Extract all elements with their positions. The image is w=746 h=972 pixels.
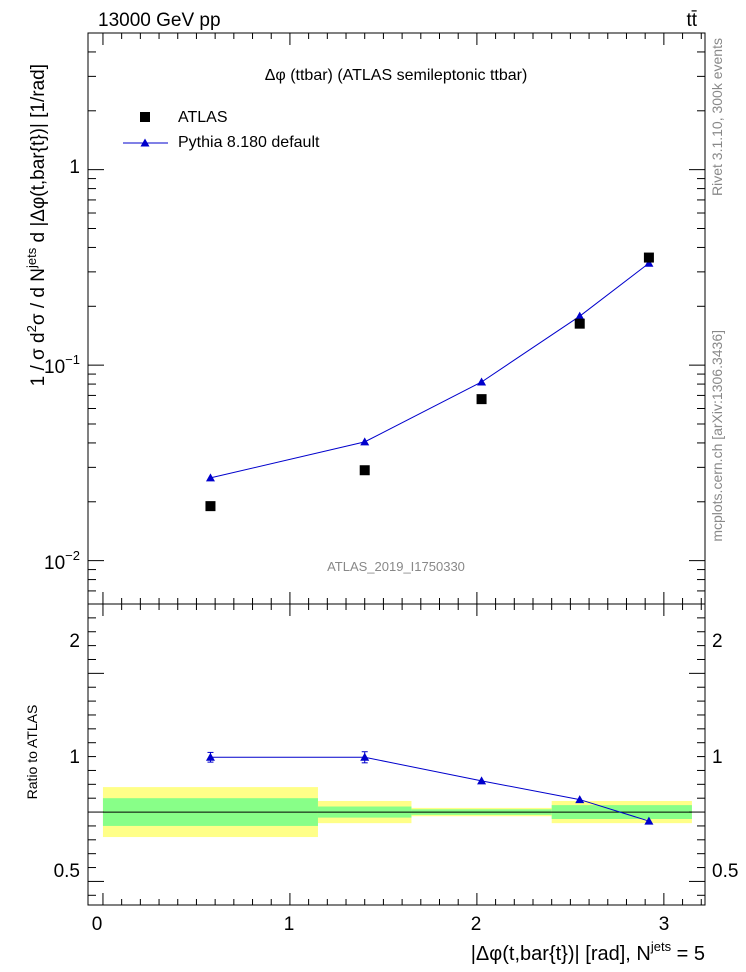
pythia-point bbox=[205, 473, 215, 482]
pythia-point bbox=[477, 377, 487, 386]
ratio-pythia-point bbox=[575, 795, 585, 804]
ratio-ytick-label-left-0.5: 0.5 bbox=[54, 861, 80, 882]
main-axis-ticks bbox=[88, 32, 705, 605]
ratio-ytick-label-left-2: 2 bbox=[69, 631, 80, 652]
atlas-point bbox=[643, 252, 654, 263]
ratio-ytick-label-right-2: 2 bbox=[712, 631, 723, 652]
legend-atlas-marker bbox=[140, 112, 150, 122]
ratio-bands bbox=[102, 787, 692, 838]
xtick-label-3: 3 bbox=[659, 914, 670, 935]
header-right: tt̄ bbox=[686, 10, 697, 31]
ratio-ytick-label-right-1: 1 bbox=[712, 747, 723, 768]
ratio-panel: Ratio to ATLAS 2 1 0.5 2 1 0.5 0 1 2 3 |… bbox=[24, 603, 738, 965]
plot-title: Δφ (ttbar) (ATLAS semileptonic ttbar) bbox=[265, 67, 528, 84]
legend-atlas-label: ATLAS bbox=[178, 109, 228, 126]
x-axis-label: |Δφ(t,bar{t})| [rad], Njets = 5 bbox=[471, 939, 705, 965]
pythia-point bbox=[360, 437, 370, 446]
main-ytick-label-0.1: 10−1 bbox=[44, 352, 80, 378]
ratio-pythia-point bbox=[205, 752, 215, 761]
ratio-pythia-point bbox=[477, 776, 487, 785]
ratio-ytick-label-left-1: 1 bbox=[69, 747, 80, 768]
ratio-y-axis-label: Ratio to ATLAS bbox=[24, 705, 40, 800]
legend: ATLAS Pythia 8.180 default bbox=[123, 109, 320, 151]
atlas-point bbox=[205, 501, 216, 512]
xtick-label-1: 1 bbox=[284, 914, 295, 935]
ratio-pythia-point bbox=[644, 816, 654, 825]
pythia-line bbox=[210, 262, 650, 479]
main-y-axis-label: 1 / σ d2σ / d Njets d |Δφ(t,bar{t})| [1/… bbox=[24, 64, 49, 386]
main-ytick-label-1: 1 bbox=[69, 157, 80, 178]
header-left: 13000 GeV pp bbox=[98, 10, 221, 31]
ratio-axis-ticks bbox=[88, 604, 705, 905]
atlas-point bbox=[359, 465, 370, 476]
svg-text:10−2: 10−2 bbox=[44, 548, 80, 574]
pythia-point bbox=[575, 311, 585, 320]
main-series bbox=[205, 252, 654, 512]
legend-pythia-label: Pythia 8.180 default bbox=[178, 134, 320, 151]
atlas-point bbox=[476, 394, 487, 405]
main-panel: Δφ (ttbar) (ATLAS semileptonic ttbar) AT… bbox=[24, 32, 706, 605]
main-ytick-label-0.01: 10−2 bbox=[44, 548, 80, 574]
ratio-plot-frame bbox=[87, 603, 706, 906]
xtick-label-0: 0 bbox=[92, 914, 103, 935]
ratio-series bbox=[205, 751, 654, 825]
xtick-label-2: 2 bbox=[471, 914, 482, 935]
mcplots-label: mcplots.cern.ch [arXiv:1306.3436] bbox=[709, 330, 725, 542]
ratio-ytick-label-right-0.5: 0.5 bbox=[712, 861, 738, 882]
svg-text:1: 1 bbox=[69, 157, 80, 178]
atlas-point bbox=[574, 318, 585, 329]
pythia-point bbox=[644, 258, 654, 267]
ratio-pythia-point bbox=[360, 752, 370, 761]
svg-text:10−1: 10−1 bbox=[44, 352, 80, 378]
rivet-label: Rivet 3.1.10, 300k events bbox=[709, 38, 725, 196]
legend-pythia-marker bbox=[140, 138, 150, 147]
analysis-watermark: ATLAS_2019_I1750330 bbox=[327, 559, 465, 574]
